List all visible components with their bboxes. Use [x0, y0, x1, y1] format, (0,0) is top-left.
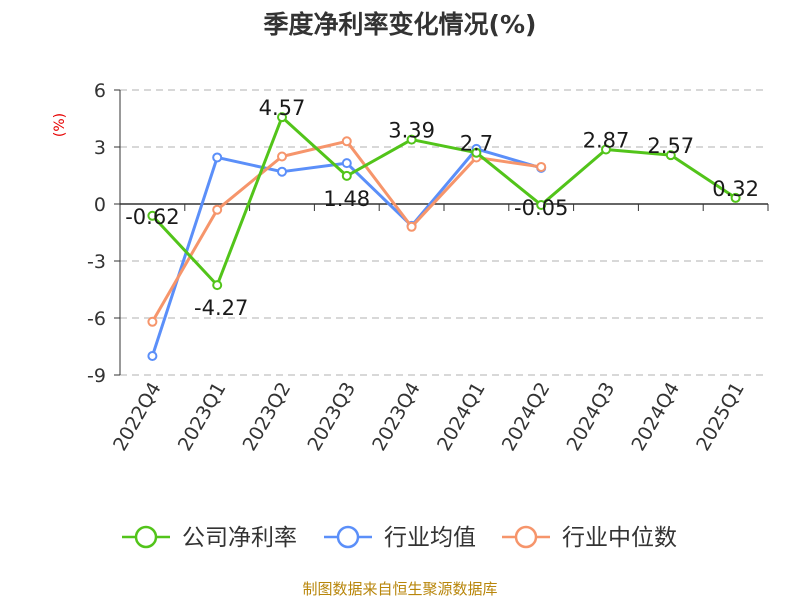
- data-label: -0.62: [125, 205, 179, 229]
- data-point: [277, 151, 287, 162]
- data-point: [147, 316, 158, 327]
- data-label: 2.57: [647, 134, 694, 158]
- legend-marker: [134, 525, 158, 549]
- data-label: 3.39: [388, 119, 435, 143]
- x-tick-label: 2023Q3: [303, 379, 360, 455]
- legend-label: 行业中位数: [562, 525, 677, 551]
- legend-item[interactable]: 行业均值: [324, 525, 476, 551]
- x-tick-label: 2023Q1: [174, 379, 231, 455]
- legend-label: 公司净利率: [182, 525, 297, 551]
- legend-item[interactable]: 公司净利率: [122, 525, 297, 551]
- chart-title: 季度净利率变化情况(%): [264, 10, 537, 39]
- data-point: [212, 204, 223, 215]
- y-tick-label: 6: [94, 80, 106, 102]
- x-tick-label: 2024Q1: [433, 379, 490, 455]
- x-tick-label: 2023Q4: [368, 379, 425, 455]
- data-point: [341, 136, 352, 147]
- data-point: [341, 170, 352, 181]
- data-point: [536, 161, 547, 172]
- legend-label: 行业均值: [384, 525, 476, 551]
- data-labels: -0.62 -4.27 4.57 1.48 3.39 2.7 -0.05 2.87 2.57 0.…: [125, 96, 759, 320]
- legend-item[interactable]: 行业中位数: [502, 525, 677, 551]
- data-label: -4.27: [194, 296, 248, 320]
- source-note: 制图数据来自恒生聚源数据库: [302, 580, 497, 598]
- y-tick-label: -6: [87, 308, 106, 330]
- y-tick-label: 3: [94, 137, 106, 159]
- series-line: [151, 139, 542, 323]
- x-tick-label: 2025Q1: [692, 379, 749, 455]
- series-lines: [147, 112, 741, 361]
- y-tick-label: -3: [87, 251, 106, 273]
- data-point: [212, 280, 223, 291]
- x-tick-label: 2023Q2: [239, 379, 296, 455]
- data-point: [536, 199, 547, 210]
- data-point: [277, 166, 287, 177]
- legend-marker: [336, 525, 360, 549]
- data-label: 2.87: [583, 128, 630, 152]
- x-tick-label: 2024Q3: [563, 379, 620, 455]
- series-line: [151, 115, 737, 287]
- y-tick-label: 0: [94, 194, 106, 216]
- x-tick-label: 2024Q4: [627, 379, 684, 455]
- y-tick-label: -9: [87, 365, 106, 387]
- data-point: [341, 158, 352, 169]
- legend-marker: [514, 525, 538, 549]
- data-point: [277, 112, 287, 123]
- y-axis-label: (%): [52, 113, 68, 137]
- data-label: 1.48: [323, 187, 370, 211]
- legend: 公司净利率 行业均值 行业中位数: [122, 525, 677, 551]
- data-point: [471, 147, 482, 158]
- data-label: 2.7: [460, 132, 493, 156]
- data-point: [406, 134, 417, 145]
- data-point: [147, 210, 158, 221]
- data-point: [730, 192, 741, 203]
- data-label: -0.05: [514, 196, 568, 220]
- data-label: 0.32: [712, 177, 759, 201]
- x-tick-label: 2022Q4: [109, 379, 166, 455]
- data-point: [601, 144, 611, 155]
- data-point: [665, 150, 676, 161]
- data-point: [212, 152, 223, 163]
- data-point: [406, 221, 417, 232]
- x-tick-label: 2024Q2: [498, 379, 555, 455]
- grid-lines: [120, 89, 768, 376]
- data-label: 4.57: [259, 96, 306, 120]
- data-point: [147, 351, 158, 361]
